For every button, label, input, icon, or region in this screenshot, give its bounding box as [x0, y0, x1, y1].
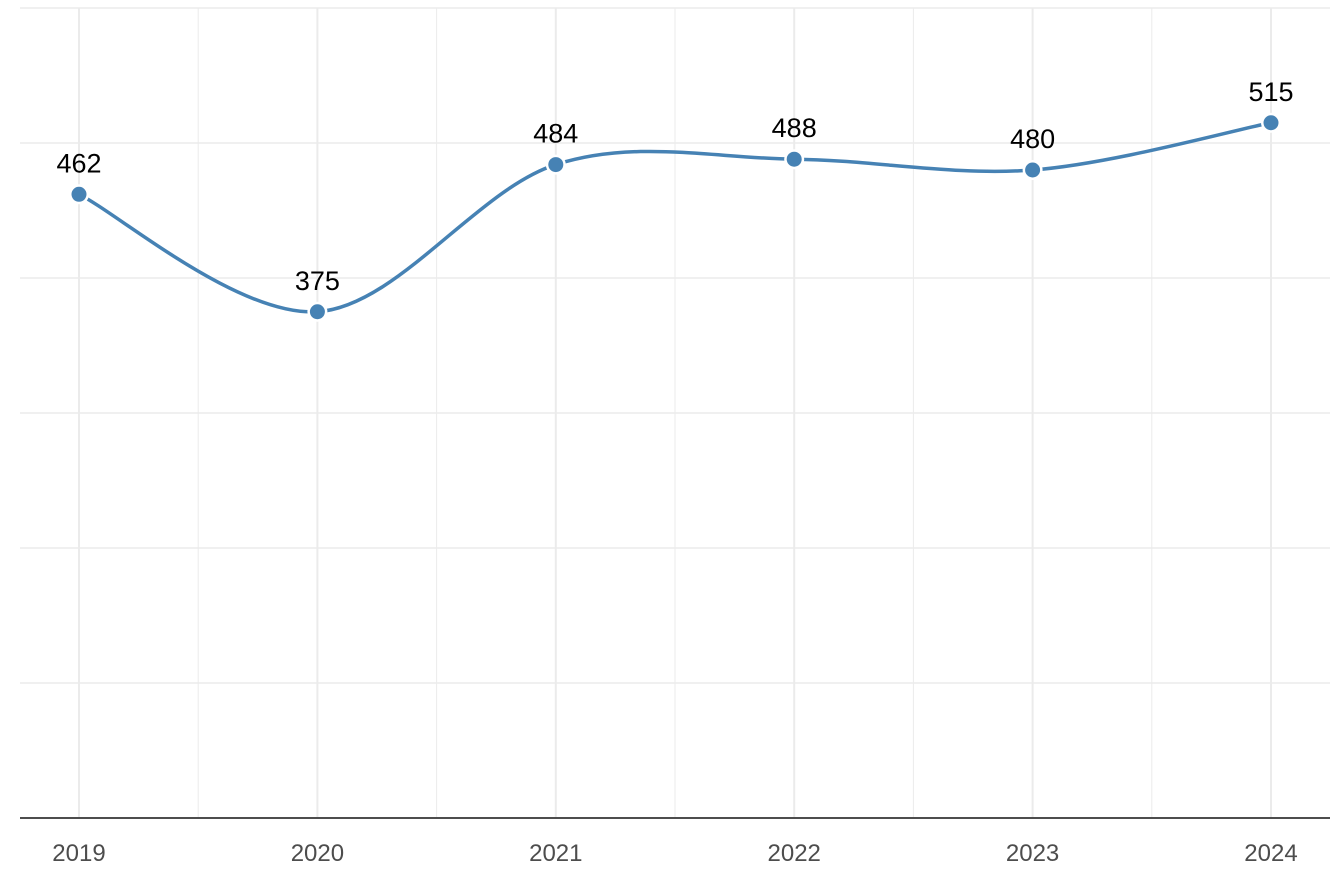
data-point: [71, 186, 87, 202]
series-line: [77, 121, 1273, 314]
x-tick-label: 2020: [291, 840, 344, 867]
x-tick-label: 2022: [768, 840, 821, 867]
data-label: 480: [1010, 124, 1055, 154]
data-labels: 462 375 484 488 480 515: [56, 77, 1293, 296]
data-point: [309, 304, 325, 320]
data-label: 488: [772, 113, 817, 143]
data-label: 375: [295, 266, 340, 296]
data-points: [69, 112, 1281, 322]
grid: [20, 7, 1330, 818]
data-label: 515: [1248, 77, 1293, 107]
x-tick-labels: 2019 2020 2021 2022 2023 2024: [52, 840, 1297, 867]
x-tick-label: 2019: [52, 840, 105, 867]
data-point: [548, 157, 564, 173]
data-point: [786, 151, 802, 167]
x-tick-label: 2023: [1006, 840, 1059, 867]
data-label: 462: [56, 148, 101, 178]
series-line-group: [77, 121, 1273, 314]
x-tick-label: 2024: [1244, 840, 1297, 867]
data-label: 484: [533, 119, 578, 149]
data-point: [1025, 162, 1041, 178]
x-tick-label: 2021: [529, 840, 582, 867]
data-point: [1263, 115, 1279, 131]
